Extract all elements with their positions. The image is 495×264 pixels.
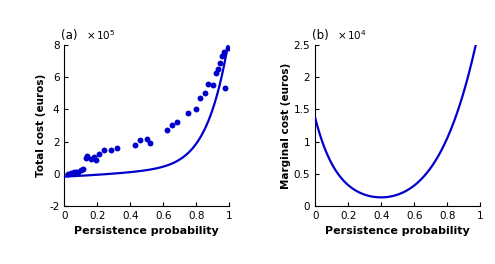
Point [173, 120, 181, 124]
Point [79, 167, 87, 171]
Point [136, 138, 144, 142]
Text: $\times\,10^4$: $\times\,10^4$ [337, 28, 366, 42]
Point [70, 170, 78, 175]
Point [100, 148, 108, 153]
Point [143, 137, 151, 141]
Point [218, 54, 226, 58]
Point [92, 158, 99, 162]
Point [193, 107, 200, 111]
Point [214, 67, 222, 71]
Point [77, 168, 85, 172]
Point [196, 96, 203, 100]
Point [212, 71, 220, 75]
Point [72, 170, 80, 174]
Point [184, 110, 192, 115]
Point [131, 143, 139, 147]
Point [146, 141, 154, 145]
Point [84, 154, 92, 158]
Y-axis label: Marginal cost (euros): Marginal cost (euros) [281, 62, 291, 188]
Point [168, 123, 176, 128]
Point [90, 155, 98, 159]
X-axis label: Persistence probability: Persistence probability [74, 226, 219, 236]
Point [204, 81, 212, 86]
Point [221, 86, 229, 90]
Text: (a): (a) [61, 29, 78, 42]
Point [220, 50, 228, 54]
Point [74, 170, 82, 175]
Point [82, 155, 90, 160]
Point [106, 147, 114, 152]
Text: $\times\,10^5$: $\times\,10^5$ [86, 28, 115, 42]
Y-axis label: Total cost (euros): Total cost (euros) [36, 74, 47, 177]
Point [224, 46, 232, 50]
X-axis label: Persistence probability: Persistence probability [325, 226, 470, 236]
Point [163, 128, 171, 132]
Point [64, 172, 72, 176]
Point [216, 60, 224, 65]
Point [200, 91, 208, 95]
Point [113, 146, 121, 150]
Text: (b): (b) [312, 29, 329, 42]
Point [95, 152, 103, 157]
Point [67, 171, 75, 175]
Point [209, 83, 217, 87]
Point [87, 157, 95, 161]
